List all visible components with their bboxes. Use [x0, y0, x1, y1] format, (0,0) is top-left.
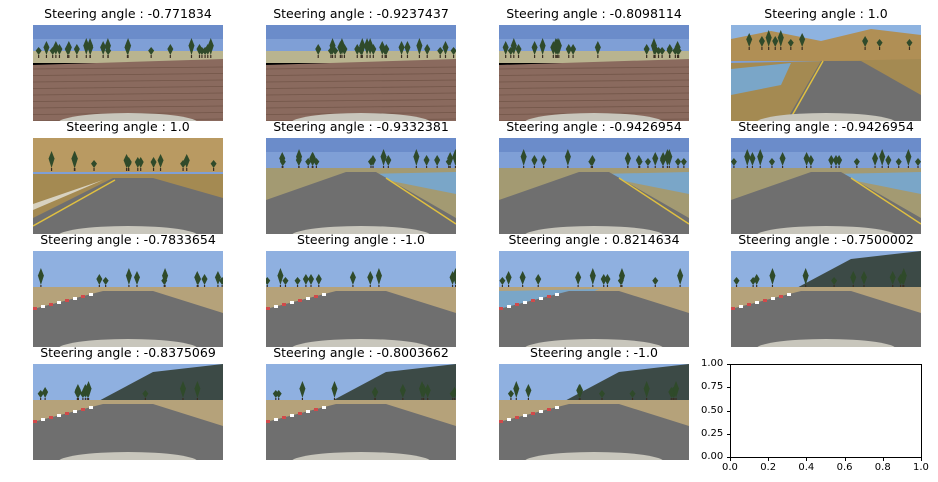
x-tick-mark: [882, 458, 884, 461]
image-panel: Steering angle : -0.9332381: [266, 119, 456, 234]
y-tick-mark: [727, 457, 730, 458]
road-scene-graphic: [731, 251, 921, 347]
road-camera-image: [499, 25, 689, 121]
road-camera-image: [266, 251, 456, 347]
panel-title: Steering angle : -0.8375069: [40, 345, 216, 360]
road-scene-graphic: [266, 138, 456, 234]
image-panel: Steering angle : -0.9237437: [266, 6, 456, 121]
y-tick-mark: [727, 387, 730, 389]
panel-title: Steering angle : -0.9237437: [273, 6, 449, 21]
road-scene-graphic: [33, 138, 223, 234]
panel-title: Steering angle : -0.9426954: [738, 119, 914, 134]
image-panel: Steering angle : -0.9426954: [731, 119, 921, 234]
image-panel: Steering angle : -0.771834: [33, 6, 223, 121]
x-tick-label: 0.2: [760, 462, 777, 473]
image-panel: Steering angle : -1.0: [499, 345, 689, 460]
road-scene-graphic: [499, 364, 689, 460]
panel-title: Steering angle : 0.8214634: [508, 232, 680, 247]
panel-title: Steering angle : -0.9332381: [273, 119, 449, 134]
road-camera-image: [731, 25, 921, 121]
x-tick-mark: [844, 458, 846, 461]
road-scene-graphic: [33, 364, 223, 460]
x-tick-label: 0.0: [722, 462, 738, 473]
road-scene-graphic: [266, 364, 456, 460]
panel-title: Steering angle : -0.8098114: [506, 6, 682, 21]
x-tick-label: 0.4: [798, 462, 815, 473]
road-camera-image: [33, 364, 223, 460]
empty-axes: 0.0 0.2 0.4 0.6 0.8 1.0 0.00 0.25 0.50 0.75 1.00: [701, 358, 929, 473]
x-tick-mark: [768, 458, 770, 461]
y-tick-label: 0.00: [701, 451, 724, 462]
x-tick-label: 0.6: [836, 462, 853, 473]
image-panel: Steering angle : 1.0: [731, 6, 921, 121]
image-panel: Steering angle : 1.0: [33, 119, 223, 234]
road-scene-graphic: [499, 251, 689, 347]
axes-frame: [730, 364, 922, 458]
panel-title: Steering angle : -0.771834: [44, 6, 212, 21]
road-camera-image: [499, 364, 689, 460]
image-panel: Steering angle : -0.8098114: [499, 6, 689, 121]
road-scene-graphic: [499, 138, 689, 234]
panel-title: Steering angle : -0.7833654: [40, 232, 216, 247]
panel-title: Steering angle : -0.7500002: [738, 232, 914, 247]
road-scene-graphic: [33, 25, 223, 121]
image-panel: Steering angle : -0.7500002: [731, 232, 921, 347]
x-tick-mark: [921, 458, 922, 461]
road-camera-image: [499, 251, 689, 347]
road-camera-image: [266, 364, 456, 460]
y-tick-mark: [727, 410, 730, 412]
panel-title: Steering angle : 1.0: [66, 119, 190, 134]
y-tick-mark: [727, 433, 730, 435]
road-camera-image: [731, 138, 921, 234]
panel-title: Steering angle : -0.8003662: [273, 345, 449, 360]
road-camera-image: [731, 251, 921, 347]
x-tick-label: 0.8: [874, 462, 891, 473]
x-tick-label: 1.0: [913, 462, 929, 473]
x-tick-mark: [730, 458, 731, 461]
road-scene-graphic: [266, 251, 456, 347]
image-panel: Steering angle : -0.8003662: [266, 345, 456, 460]
road-scene-graphic: [33, 251, 223, 347]
panel-title: Steering angle : 1.0: [764, 6, 888, 21]
y-tick-label: 1.00: [701, 358, 724, 369]
image-panel: Steering angle : -0.7833654: [33, 232, 223, 347]
y-tick-label: 0.75: [701, 381, 724, 393]
road-scene-graphic: [731, 25, 921, 121]
road-scene-graphic: [499, 25, 689, 121]
road-camera-image: [33, 25, 223, 121]
road-camera-image: [499, 138, 689, 234]
y-tick-label: 0.50: [701, 404, 724, 416]
road-camera-image: [33, 251, 223, 347]
image-panel: Steering angle : -1.0: [266, 232, 456, 347]
image-panel: Steering angle : 0.8214634: [499, 232, 689, 347]
y-tick-mark: [727, 364, 730, 365]
image-panel: Steering angle : -0.9426954: [499, 119, 689, 234]
road-scene-graphic: [731, 138, 921, 234]
y-tick-label: 0.25: [701, 427, 724, 439]
road-camera-image: [266, 25, 456, 121]
road-camera-image: [266, 138, 456, 234]
image-panel: Steering angle : -0.8375069: [33, 345, 223, 460]
road-scene-graphic: [266, 25, 456, 121]
panel-title: Steering angle : -0.9426954: [506, 119, 682, 134]
x-tick-mark: [806, 458, 808, 461]
panel-title: Steering angle : -1.0: [297, 232, 425, 247]
road-camera-image: [33, 138, 223, 234]
panel-title: Steering angle : -1.0: [530, 345, 658, 360]
